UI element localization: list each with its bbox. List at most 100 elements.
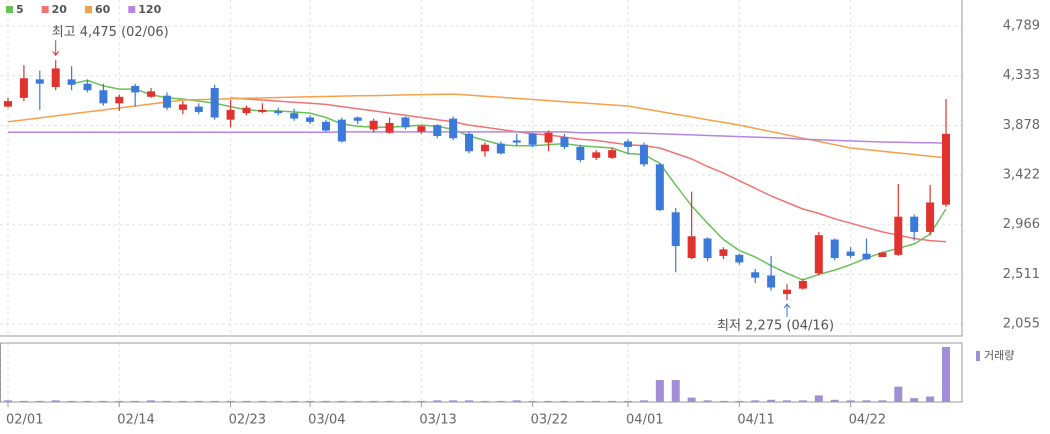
volume-panel [0, 342, 963, 403]
volume-bar [942, 347, 950, 402]
volume-bar [926, 396, 935, 402]
candle-body [671, 212, 680, 247]
legend-swatch [6, 6, 13, 13]
annotation-arrow [52, 40, 60, 57]
volume-bar [131, 400, 140, 402]
candle-body [115, 96, 124, 104]
candle-body [480, 144, 489, 152]
candle-body [862, 253, 871, 260]
volume-bar [4, 400, 12, 402]
volume-bar [592, 400, 601, 402]
volume-bar [35, 400, 44, 402]
candle-body [258, 109, 267, 113]
candle-body [4, 101, 12, 107]
volume-bar [178, 400, 187, 402]
candle-body [926, 202, 935, 232]
volume-bar [353, 400, 362, 402]
candle-body [178, 104, 187, 110]
candle-body [783, 289, 792, 295]
volume-bar [798, 400, 807, 402]
volume-bar [449, 400, 458, 402]
x-tick-label: 03/04 [308, 413, 345, 428]
candle-body [194, 106, 203, 113]
candle-body [592, 152, 601, 158]
volume-bar [862, 400, 871, 402]
candle-body [496, 143, 505, 154]
volume-bar [83, 400, 92, 402]
candle-body [798, 280, 807, 289]
volume-bar [512, 400, 521, 402]
y-tick-label: 4,789 [1003, 19, 1040, 34]
candle-body [226, 109, 235, 120]
volume-bar [671, 380, 680, 402]
y-tick-label: 3,878 [1003, 118, 1040, 133]
candle-body [67, 79, 76, 85]
candle-body [814, 235, 823, 274]
volume-bar [258, 400, 267, 402]
x-tick-label: 02/14 [117, 413, 154, 428]
volume-bar [624, 400, 633, 402]
volume-bar [226, 400, 235, 402]
volume-bar [496, 400, 505, 402]
candle-body [735, 254, 744, 263]
volume-bar [433, 400, 442, 402]
legend-label: 거래량 [984, 349, 1014, 362]
candle-body [449, 118, 458, 139]
candle-body [417, 126, 426, 132]
volume-bar [703, 400, 712, 402]
annotation: 최저 2,275 (04/16) [717, 319, 834, 334]
candle-body [321, 121, 330, 131]
candle-body [19, 78, 28, 98]
candle-body [687, 236, 696, 259]
annotation: 최고 4,475 (02/06) [52, 25, 169, 40]
candle-body [544, 132, 553, 143]
panel-border [0, 0, 963, 337]
volume-bar [719, 400, 728, 402]
candle-body [306, 117, 315, 122]
candle-body [830, 239, 839, 259]
y-tick-label: 2,966 [1003, 217, 1040, 232]
candle-body [162, 95, 171, 108]
volume-bar [274, 400, 283, 402]
candle-body [353, 117, 362, 121]
candle-body [147, 91, 156, 97]
candle-body [894, 216, 903, 255]
candle-body [210, 88, 219, 118]
volume-bar [846, 400, 855, 402]
volume-bar [417, 400, 426, 402]
candle-body [910, 216, 919, 232]
volume-bar [401, 400, 410, 402]
x-tick-label: 03/13 [419, 413, 456, 428]
volume-bar [210, 400, 219, 402]
candle-body [942, 133, 950, 205]
candle-body [703, 238, 712, 259]
x-tick-label: 02/01 [6, 413, 43, 428]
volume-bar [162, 400, 171, 402]
candle-body [242, 107, 251, 114]
candle-body [878, 252, 887, 257]
volume-bar [783, 400, 792, 402]
candle-body [655, 164, 664, 211]
x-tick-label: 04/01 [626, 413, 663, 428]
candle-body [639, 144, 648, 165]
x-tick-label: 03/22 [531, 413, 568, 428]
candle-body [35, 79, 44, 84]
volume-bar [878, 400, 887, 402]
candle-body [131, 85, 140, 93]
volume-bar [894, 386, 903, 402]
volume-bar [194, 400, 203, 402]
candle-body [83, 83, 92, 91]
candle-body [719, 249, 728, 256]
volume-bar [655, 380, 664, 402]
candle-body [401, 117, 410, 128]
legend-label: 60 [95, 3, 111, 16]
y-tick-label: 2,055 [1003, 317, 1040, 332]
volume-bar [687, 397, 696, 402]
candle-body [369, 120, 378, 130]
volume-bar [19, 400, 28, 402]
candle-body [608, 150, 617, 158]
volume-bar [147, 400, 156, 402]
volume-bar [465, 400, 474, 402]
candle-body [290, 113, 299, 119]
